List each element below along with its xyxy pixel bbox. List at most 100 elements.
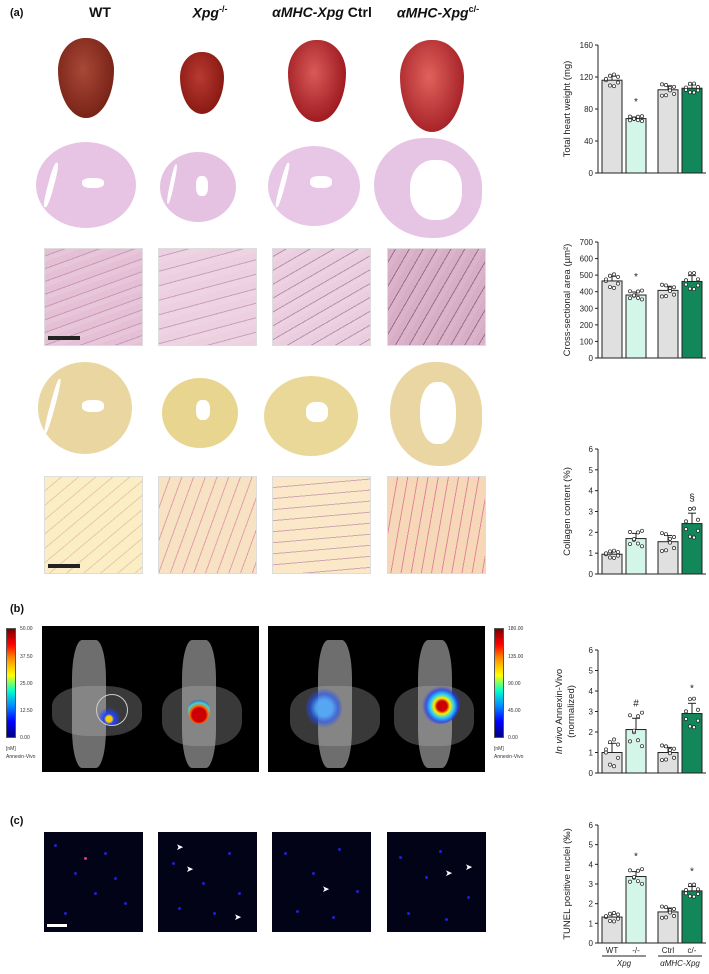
svg-text:Cross-sectional area (µm²): Cross-sectional area (µm²) [562,244,573,357]
sr-section-ctrl [264,376,358,456]
tunel-image-cko: ➤ ➤ [387,832,486,932]
svg-text:4: 4 [589,687,594,696]
scale-bar [48,336,80,340]
he-micrograph-cko [387,248,486,346]
svg-text:3: 3 [589,880,594,889]
svg-text:1: 1 [589,549,594,558]
panel-label-c: (c) [10,815,24,827]
svg-text:4: 4 [589,860,594,869]
svg-text:#: # [633,698,639,709]
column-title-wt: WT [89,4,111,20]
svg-text:6: 6 [589,821,594,830]
chart-cross-sectional-area: 0 100 200 300 400 500 600 700 Cross-sectional ar… [540,230,709,370]
svg-text:*: * [634,272,638,283]
arrowhead-icon: ➤ [186,864,194,874]
chart-tunel: 0 1 2 3 4 5 6 TUNEL positive nuclei (‰) * * WT -/- C… [525,815,709,969]
svg-text:1: 1 [589,749,594,758]
ct-image-xpg [42,626,259,772]
scale-bar [47,924,67,927]
svg-text:In vivo Annexin-Vivo: In vivo Annexin-Vivo [554,669,565,754]
sr-section-cko [390,362,482,466]
he-section-wt [36,142,136,228]
column-title-cko: αMHC-Xpgc/- [396,4,480,21]
svg-text:(normalized): (normalized) [566,685,577,738]
tunel-image-xpg-ko: ➤ ➤ ➤ [158,832,257,932]
chart-collagen-content: 0 1 2 3 4 5 6 Collagen content (%) § [540,437,709,579]
he-micrograph-ctrl [272,248,371,346]
he-section-ctrl [268,146,360,226]
svg-text:3: 3 [589,708,594,717]
arrowhead-icon: ➤ [176,842,184,852]
chart-heart-weight: 0 40 80 120 160 Total heart weight (mg) * [540,35,709,185]
svg-text:700: 700 [580,238,594,247]
tunel-image-ctrl: ➤ [272,832,371,932]
svg-text:100: 100 [580,337,594,346]
he-section-cko [374,138,482,238]
svg-text:400: 400 [580,288,594,297]
he-micrograph-xpg-ko [158,248,257,346]
heart-image-wt [58,38,114,118]
sr-micrograph-ctrl [272,476,371,574]
svg-text:6: 6 [589,445,594,454]
svg-text:*: * [634,852,638,863]
he-micrograph-wt [44,248,143,346]
chart-annexin-vivo: 0 1 2 3 4 5 6 In vivo Annexin-Vivo (normalized) #… [525,642,709,778]
svg-text:0: 0 [589,570,594,577]
sr-section-wt [38,362,132,454]
heart-image-ctrl [288,40,346,122]
svg-text:200: 200 [580,321,594,330]
svg-text:1: 1 [589,919,594,928]
svg-text:Total heart weight (mg): Total heart weight (mg) [562,61,573,158]
he-section-xpg-ko [160,152,236,222]
svg-text:Ctrl: Ctrl [662,946,675,955]
svg-text:300: 300 [580,304,594,313]
svg-text:0: 0 [589,169,594,178]
panel-label-a: (a) [10,7,24,19]
svg-text:*: * [690,683,694,694]
ct-image-amhc-xpg [268,626,485,772]
svg-text:5: 5 [589,466,594,475]
arrowhead-icon: ➤ [322,884,330,894]
heart-image-cko [400,40,464,132]
colorbar-left: 50.00 37.50 25.00 12.50 0.00 [nM] Annexi… [6,626,36,760]
svg-text:120: 120 [580,73,594,82]
panel-label-b: (b) [10,603,25,615]
svg-text:600: 600 [580,255,594,264]
svg-text:40: 40 [584,137,593,146]
heart-image-xpg-ko [180,52,224,114]
svg-text:5: 5 [589,667,594,676]
svg-text:500: 500 [580,271,594,280]
arrowhead-icon: ➤ [234,912,242,922]
svg-text:6: 6 [589,646,594,655]
svg-text:0: 0 [589,769,594,777]
sr-micrograph-cko [387,476,486,574]
column-title-ctrl: αMHC-Xpg Ctrl [272,4,372,20]
svg-text:80: 80 [584,105,593,114]
sr-micrograph-wt [44,476,143,574]
arrowhead-icon: ➤ [465,862,473,872]
tunel-image-wt [44,832,143,932]
colorbar-right: 180.00 135.00 90.00 45.00 0.00 [nM] Anne… [494,626,524,760]
svg-text:WT: WT [606,946,619,955]
column-title-xpg-ko: Xpg-/- [192,4,228,21]
svg-text:0: 0 [589,354,594,363]
svg-text:2: 2 [589,528,594,537]
svg-text:2: 2 [589,900,594,909]
svg-text:3: 3 [589,508,594,517]
svg-text:0: 0 [589,939,594,948]
svg-text:TUNEL positive nuclei (‰): TUNEL positive nuclei (‰) [562,828,573,940]
svg-text:4: 4 [589,487,594,496]
sr-micrograph-xpg-ko [158,476,257,574]
svg-text:Collagen content (%): Collagen content (%) [562,467,573,556]
svg-text:c/-: c/- [688,946,697,955]
svg-text:160: 160 [580,41,594,50]
svg-text:§: § [689,493,695,504]
svg-text:5: 5 [589,841,594,850]
svg-text:*: * [690,867,694,878]
svg-text:2: 2 [589,728,594,737]
svg-text:-/-: -/- [632,946,640,955]
svg-text:αMHC-Xpg: αMHC-Xpg [660,959,700,968]
scale-bar [48,564,80,568]
sr-section-xpg-ko [162,378,238,448]
svg-text:Xpg: Xpg [616,959,632,968]
